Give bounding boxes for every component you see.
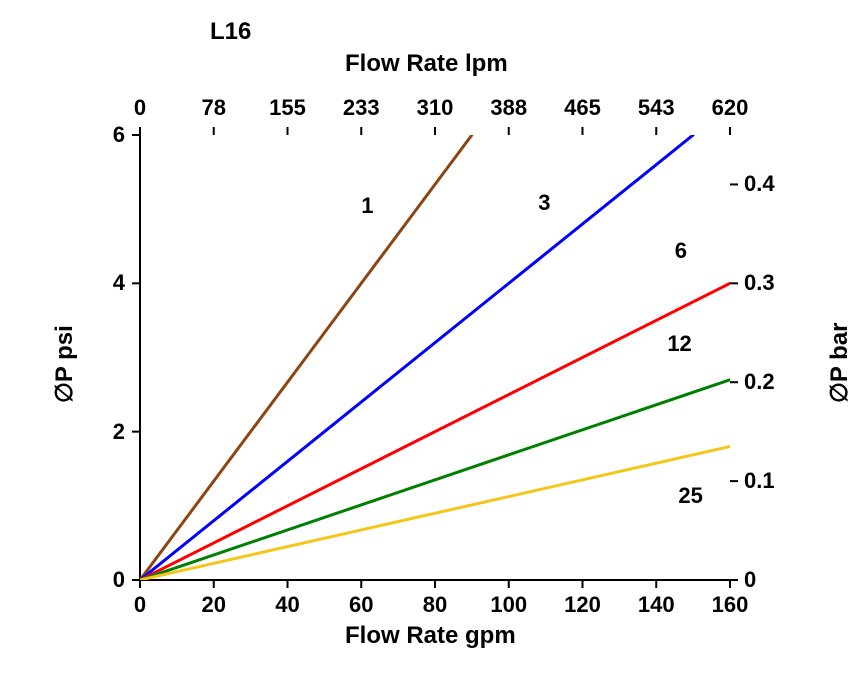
x-top-tick-label: 465 bbox=[553, 95, 613, 121]
x-bottom-tick-label: 0 bbox=[115, 592, 165, 618]
x-bottom-tick-label: 80 bbox=[410, 592, 460, 618]
y-right-tick-label: 0 bbox=[744, 567, 794, 593]
x-top-tick-label: 155 bbox=[258, 95, 318, 121]
y-right-tick-label: 0.2 bbox=[744, 369, 794, 395]
y-right-tick-label: 0.4 bbox=[744, 171, 794, 197]
y-right-tick-label: 0.1 bbox=[744, 468, 794, 494]
x-top-tick-label: 233 bbox=[331, 95, 391, 121]
y-left-tick-label: 6 bbox=[85, 122, 125, 148]
x-bottom-tick-label: 20 bbox=[189, 592, 239, 618]
x-top-tick-label: 620 bbox=[700, 95, 760, 121]
x-top-tick-label: 310 bbox=[405, 95, 465, 121]
series-label: 12 bbox=[667, 331, 691, 357]
x-bottom-tick-label: 100 bbox=[484, 592, 534, 618]
x-top-tick-label: 78 bbox=[184, 95, 244, 121]
y-left-tick-label: 0 bbox=[85, 567, 125, 593]
x-top-tick-label: 0 bbox=[110, 95, 170, 121]
y-left-tick-label: 2 bbox=[85, 419, 125, 445]
series-label: 1 bbox=[361, 193, 373, 219]
x-bottom-tick-label: 120 bbox=[558, 592, 608, 618]
x-bottom-tick-label: 60 bbox=[336, 592, 386, 618]
series-label: 3 bbox=[538, 190, 550, 216]
series-label: 25 bbox=[678, 483, 702, 509]
series-label: 6 bbox=[675, 238, 687, 264]
chart-container: L16 Flow Rate lpm Flow Rate gpm ∅P psi ∅… bbox=[0, 0, 868, 700]
x-bottom-tick-label: 160 bbox=[705, 592, 755, 618]
x-top-tick-label: 543 bbox=[626, 95, 686, 121]
x-top-tick-label: 388 bbox=[479, 95, 539, 121]
x-bottom-tick-label: 140 bbox=[631, 592, 681, 618]
y-left-tick-label: 4 bbox=[85, 270, 125, 296]
x-bottom-tick-label: 40 bbox=[263, 592, 313, 618]
y-right-tick-label: 0.3 bbox=[744, 270, 794, 296]
